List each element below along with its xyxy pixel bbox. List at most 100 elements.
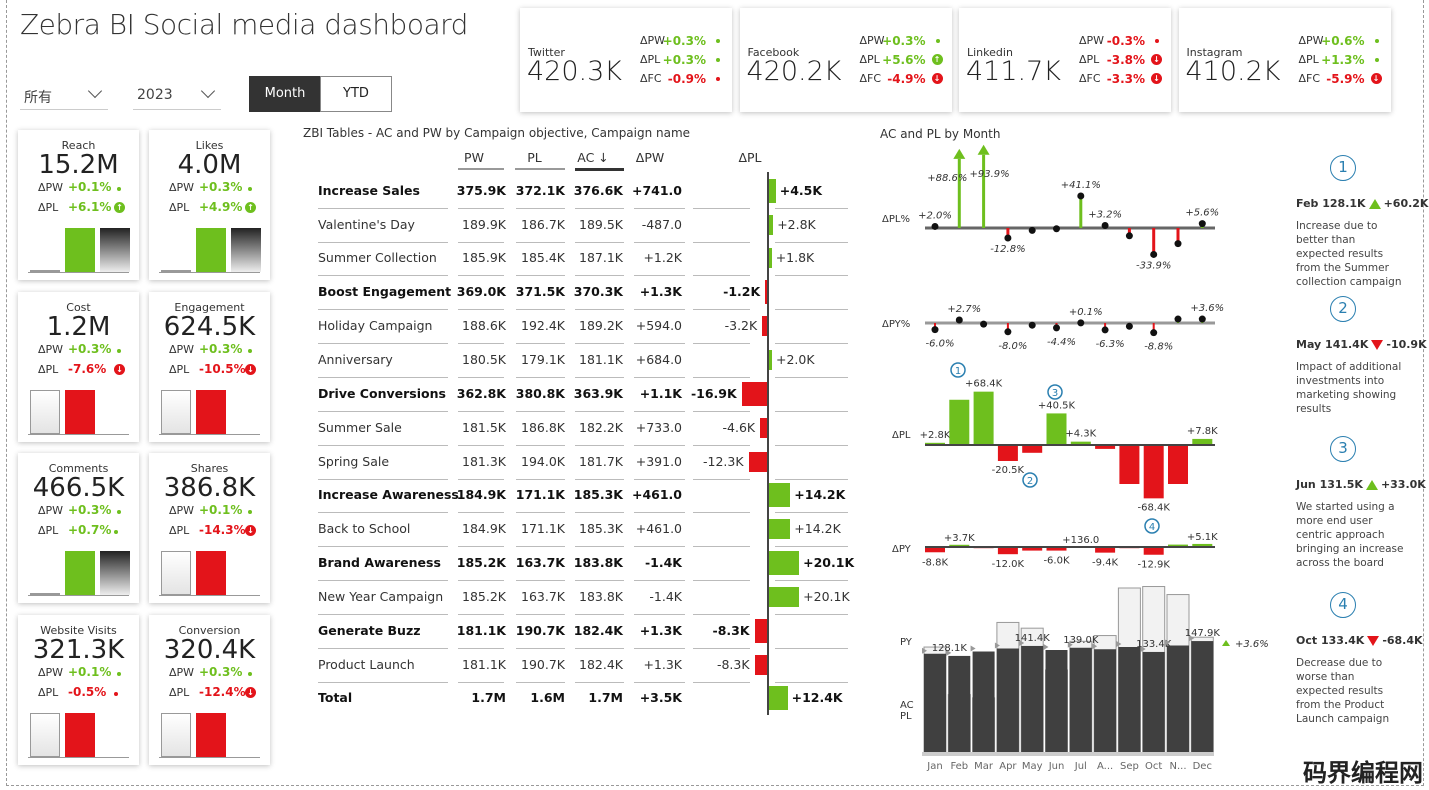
dpl-bar [973, 391, 994, 445]
py-marker [922, 647, 927, 654]
kpi-card-linkedin[interactable]: Linkedin 411.7K ΔPW -0.3% ΔPL -3.8% ↓ ΔFC -3.3% ↓ [959, 8, 1171, 112]
row-label[interactable]: Total [318, 690, 353, 705]
row-label[interactable]: Brand Awareness [318, 555, 441, 570]
row-divider [516, 479, 565, 480]
cell-dpw: +1.3K [643, 657, 682, 672]
lollipop-dot [931, 222, 939, 230]
filter-all-dropdown[interactable]: 所有 [20, 80, 108, 110]
kpi-card-cost[interactable]: Cost 1.2M ΔPW +0.3% ΔPL -7.6% ↓ [18, 291, 139, 442]
delta-value: -0.3% [1106, 34, 1145, 48]
row-label[interactable]: Drive Conversions [318, 386, 446, 401]
month-label: Apr [999, 761, 1017, 772]
row-label[interactable]: Increase Awareness [318, 487, 459, 502]
row-divider [693, 512, 750, 513]
cell-dpw: +461.0 [631, 487, 682, 502]
dpl-value: +14.2K [794, 487, 846, 502]
lollipop-dot [1004, 328, 1012, 336]
kpi-card-conversion[interactable]: Conversion 320.4K ΔPW +0.3% ΔPL -12.4% ↓ [149, 614, 270, 765]
lollipop-dot [1028, 226, 1036, 234]
dpl-value: -8.3K [712, 623, 750, 638]
kpi-card-website-visits[interactable]: Website Visits 321.3K ΔPW +0.1% ΔPL -0.5% [18, 614, 139, 765]
row-divider [693, 614, 750, 615]
down-triangle-icon [1367, 636, 1380, 646]
dot-indicator-icon [114, 691, 118, 696]
kpi-value: 15.2M [38, 150, 119, 180]
pl-bar [30, 712, 60, 757]
delta-label: ΔFC [859, 72, 882, 85]
row-label[interactable]: Valentine's Day [318, 217, 415, 232]
callout-badge [1144, 518, 1160, 534]
dpl-bar [1143, 445, 1164, 499]
row-divider [516, 614, 565, 615]
month-toggle[interactable]: Month [249, 76, 321, 112]
column-header-0[interactable]: PW [464, 150, 484, 165]
delta-value: -3.8% [1106, 53, 1145, 67]
column-header-2[interactable]: AC ↓ [577, 150, 609, 165]
dpl-value: +14.2K [794, 521, 841, 536]
kpi-card-instagram[interactable]: Instagram 410.2K ΔPW +0.6% ΔPL +1.3% ΔFC -5.9% ↓ [1178, 8, 1391, 112]
dot-indicator-icon [117, 187, 121, 191]
column-header-4[interactable]: ΔPL [738, 150, 762, 165]
row-label[interactable]: Summer Sale [318, 420, 402, 435]
kpi-name: Linkedin [967, 46, 1013, 59]
baseline [159, 433, 260, 435]
row-divider [516, 343, 565, 344]
dot-indicator-icon [716, 58, 720, 62]
delta-label: ΔFC [1298, 72, 1321, 85]
row-label[interactable]: Summer Collection [318, 250, 437, 265]
dpl-bar [762, 316, 767, 336]
row-label[interactable]: Generate Buzz [318, 623, 421, 638]
callout-number: 4 [1149, 522, 1155, 533]
kpi-card-engagement[interactable]: Engagement 624.5K ΔPW +0.3% ΔPL -10.5% ↓ [149, 291, 270, 442]
ac-column [948, 655, 971, 752]
row-label[interactable]: Holiday Campaign [318, 318, 433, 333]
ac-label: 147.9K [1185, 628, 1221, 639]
lollipop-dot [1198, 220, 1206, 228]
kpi-card-shares[interactable]: Shares 386.8K ΔPW +0.1% ΔPL -14.3% ↓ [149, 453, 270, 603]
dpl-bar [769, 350, 772, 370]
kpi-card-likes[interactable]: Likes 4.0M ΔPW +0.3% ΔPL +4.9% ↑ [149, 130, 270, 280]
year-value: 2023 [137, 87, 173, 103]
dpl-value: +12.4K [791, 690, 843, 705]
column-header-3[interactable]: ΔPW [635, 150, 665, 165]
delta-value: +1.3% [1321, 53, 1365, 67]
row-label[interactable]: Increase Sales [318, 183, 420, 198]
down-arrow-icon: ↓ [245, 525, 256, 536]
row-label[interactable]: Product Launch [318, 657, 415, 672]
note-delta: -68.4K [1382, 634, 1423, 647]
cell-pw: 188.6K [462, 318, 506, 333]
py-marker [1043, 644, 1049, 650]
row-divider [693, 479, 750, 480]
row-label[interactable]: New Year Campaign [318, 589, 444, 604]
pl-bar [161, 712, 191, 757]
kpi-card-comments[interactable]: Comments 466.5K ΔPW +0.3% ΔPL +0.7% [18, 453, 139, 603]
ac-column [1118, 647, 1141, 752]
delta-pw-value: +0.1% [68, 180, 112, 194]
py-marker [1019, 639, 1025, 646]
kpi-card-reach[interactable]: Reach 15.2M ΔPW +0.1% ΔPL +6.1% ↑ [18, 130, 139, 280]
year-dropdown[interactable]: 2023 [133, 80, 221, 110]
dpy-label: +3.7K [944, 533, 975, 544]
delta-label: ΔPL [38, 685, 59, 699]
column-header-1[interactable]: PL [527, 150, 542, 165]
dpy-pct-label: -8.8% [1144, 342, 1173, 353]
lollipop-dot [1198, 315, 1206, 323]
row-divider [693, 682, 750, 683]
dpy-bar [1046, 547, 1067, 551]
month-label: Jun [1048, 761, 1065, 772]
ytd-toggle[interactable]: YTD [320, 76, 392, 112]
kpi-value: 411.7K [966, 56, 1062, 87]
down-triangle-icon [1371, 340, 1384, 350]
row-label[interactable]: Spring Sale [318, 454, 390, 469]
callout-badge [1047, 384, 1063, 400]
kpi-card-facebook[interactable]: Facebook 420.2K ΔPW +0.3% ΔPL +5.6% ↑ ΔFC -4.9% ↓ [739, 8, 952, 112]
kpi-card-twitter[interactable]: Twitter 420.3K ΔPW +0.3% ΔPL +0.3% ΔFC -0.9% [520, 8, 732, 112]
lollipop-dot [1174, 240, 1182, 248]
note-month: Feb [1296, 197, 1319, 210]
row-label[interactable]: Back to School [318, 521, 411, 536]
row-label[interactable]: Boost Engagement [318, 284, 452, 299]
pl-bar [30, 593, 60, 595]
row-label[interactable]: Anniversary [318, 352, 393, 367]
down-arrow-icon: ↓ [114, 363, 125, 375]
cell-pw: 180.5K [462, 352, 506, 367]
